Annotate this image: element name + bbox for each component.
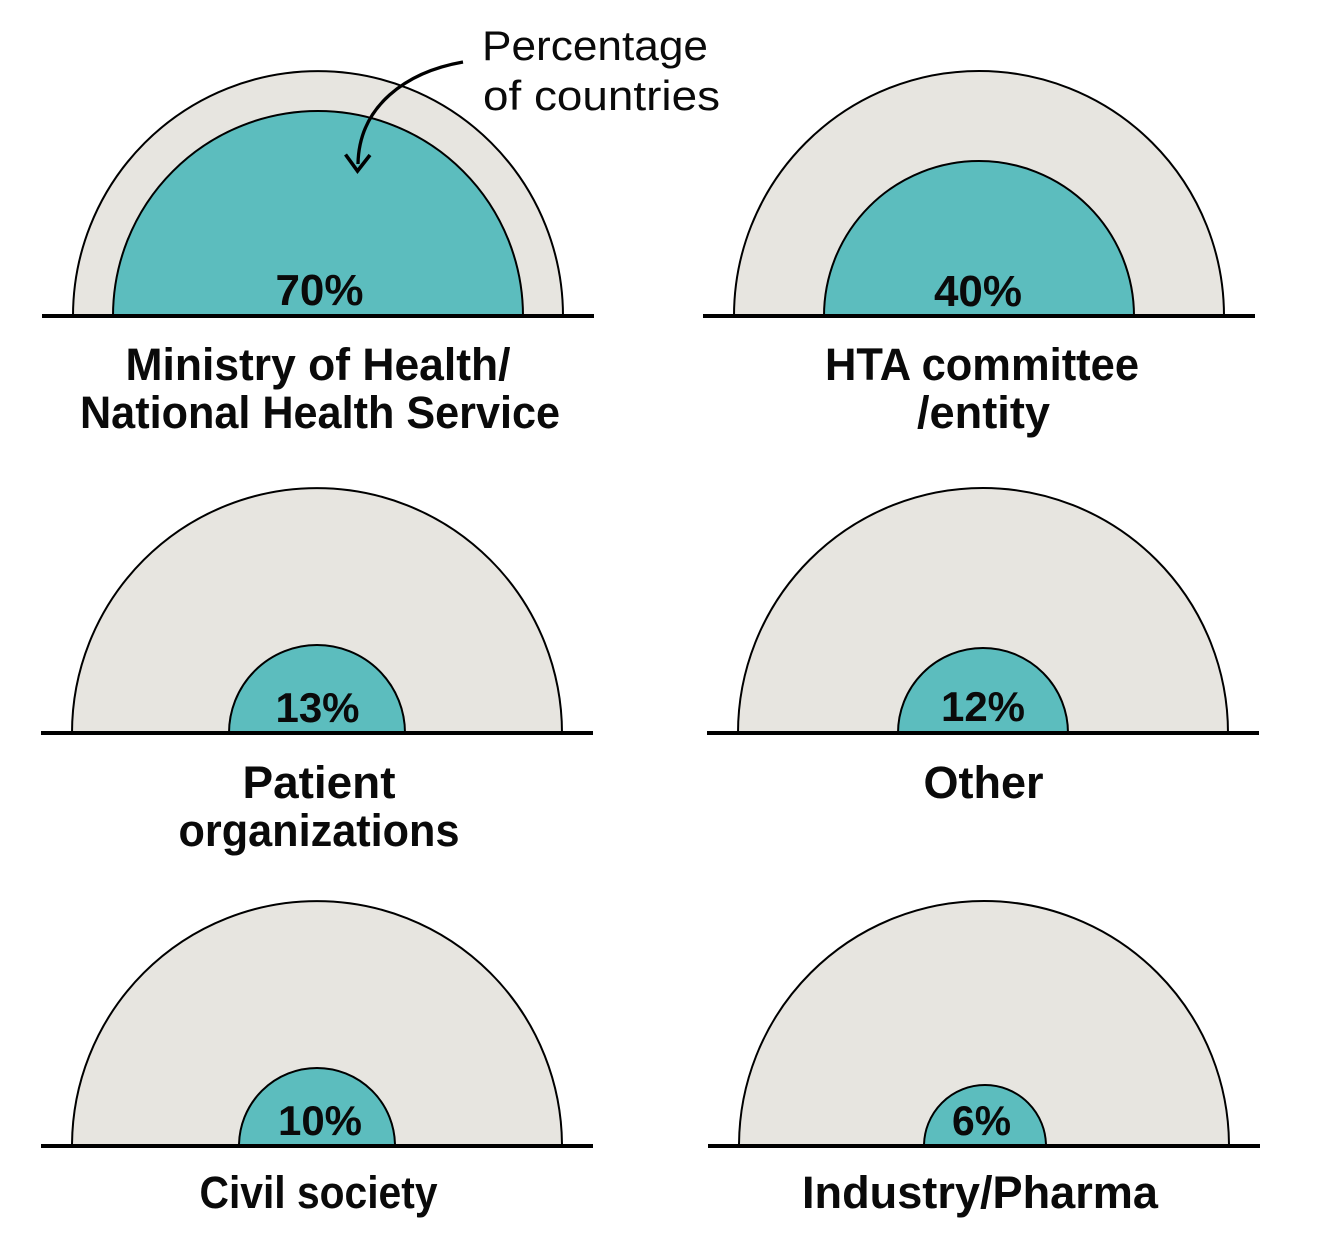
svg-text:Percentage: Percentage	[482, 22, 708, 69]
svg-text:10%: 10%	[278, 1097, 362, 1144]
svg-text:/entity: /entity	[917, 387, 1050, 438]
svg-text:organizations: organizations	[179, 805, 460, 856]
svg-text:Civil society: Civil society	[200, 1167, 438, 1218]
svg-text:of countries: of countries	[483, 72, 720, 119]
svg-text:Patient: Patient	[243, 757, 396, 808]
svg-text:6%: 6%	[952, 1097, 1011, 1144]
svg-text:12%: 12%	[941, 683, 1025, 730]
svg-text:13%: 13%	[275, 684, 359, 731]
svg-text:Other: Other	[924, 757, 1044, 808]
svg-text:Ministry of Health/: Ministry of Health/	[126, 339, 511, 390]
svg-text:70%: 70%	[275, 266, 363, 315]
svg-text:HTA committee: HTA committee	[825, 339, 1139, 390]
svg-text:40%: 40%	[934, 267, 1022, 316]
svg-text:National Health Service: National Health Service	[80, 387, 560, 438]
svg-text:Industry/Pharma: Industry/Pharma	[802, 1167, 1159, 1218]
